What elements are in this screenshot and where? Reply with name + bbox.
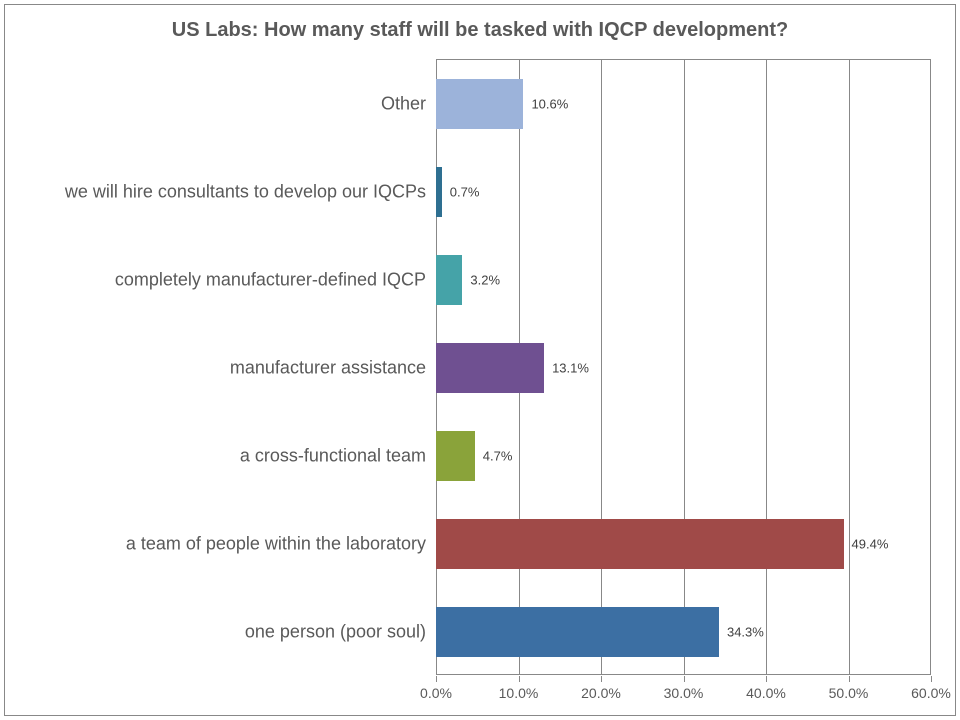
category-label: completely manufacturer-defined IQCP — [115, 270, 436, 291]
bar — [436, 343, 544, 392]
x-tick-mark — [436, 676, 437, 682]
grid-line — [684, 60, 685, 675]
grid-line — [601, 60, 602, 675]
x-tick-label: 40.0% — [746, 685, 786, 701]
value-label: 13.1% — [552, 361, 589, 376]
bar — [436, 255, 462, 304]
x-tick-label: 0.0% — [420, 685, 452, 701]
value-label: 0.7% — [450, 185, 480, 200]
x-tick-mark — [684, 676, 685, 682]
x-tick-label: 20.0% — [581, 685, 621, 701]
value-label: 10.6% — [531, 97, 568, 112]
x-tick-label: 10.0% — [499, 685, 539, 701]
chart-border: US Labs: How many staff will be tasked w… — [4, 4, 956, 716]
x-tick-label: 30.0% — [664, 685, 704, 701]
bar — [436, 167, 442, 216]
category-label: Other — [381, 94, 436, 115]
x-tick-label: 50.0% — [829, 685, 869, 701]
x-tick-label: 60.0% — [911, 685, 951, 701]
value-label: 3.2% — [470, 273, 500, 288]
x-tick-mark — [601, 676, 602, 682]
x-tick-mark — [931, 676, 932, 682]
value-label: 34.3% — [727, 625, 764, 640]
category-label: a cross-functional team — [240, 446, 436, 467]
bar — [436, 79, 523, 128]
value-label: 4.7% — [483, 449, 513, 464]
plot-area: 0.0%10.0%20.0%30.0%40.0%50.0%60.0%Other1… — [436, 59, 931, 675]
x-tick-mark — [766, 676, 767, 682]
chart-frame: US Labs: How many staff will be tasked w… — [0, 0, 960, 720]
x-tick-mark — [519, 676, 520, 682]
category-label: a team of people within the laboratory — [126, 534, 436, 555]
grid-line — [849, 60, 850, 675]
bar — [436, 519, 844, 568]
x-tick-mark — [849, 676, 850, 682]
grid-line — [766, 60, 767, 675]
bar — [436, 431, 475, 480]
chart-title: US Labs: How many staff will be tasked w… — [5, 19, 955, 42]
value-label: 49.4% — [852, 537, 889, 552]
category-label: we will hire consultants to develop our … — [65, 182, 436, 203]
category-label: manufacturer assistance — [230, 358, 436, 379]
bar — [436, 607, 719, 656]
category-label: one person (poor soul) — [245, 622, 436, 643]
